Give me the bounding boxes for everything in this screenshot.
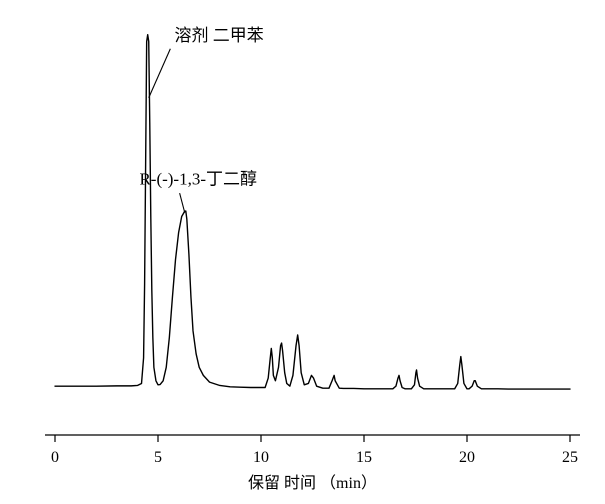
- chart-svg: 溶剂 二甲苯 R-(-)-1,3-丁二醇 0 5 10 15 20 25 保留 时间 （min）: [0, 0, 605, 504]
- chromatogram-chart: 溶剂 二甲苯 R-(-)-1,3-丁二醇 0 5 10 15 20 25 保留 时间 （min）: [0, 0, 605, 504]
- x-tick-label: 20: [459, 449, 475, 466]
- x-tick-label: 5: [154, 449, 162, 466]
- x-tick-label: 10: [253, 449, 269, 466]
- x-tick-label: 15: [356, 449, 372, 466]
- solvent-label: 溶剂 二甲苯: [174, 26, 263, 45]
- butanediol-label-leader: [180, 193, 185, 213]
- x-tick-label: 0: [51, 449, 59, 466]
- x-axis-title: 保留 时间 （min）: [248, 474, 377, 492]
- butanediol-label: R-(-)-1,3-丁二醇: [139, 169, 257, 188]
- chromatogram-trace: [55, 35, 570, 389]
- x-tick-label: 25: [562, 449, 578, 466]
- solvent-label-leader: [149, 49, 171, 98]
